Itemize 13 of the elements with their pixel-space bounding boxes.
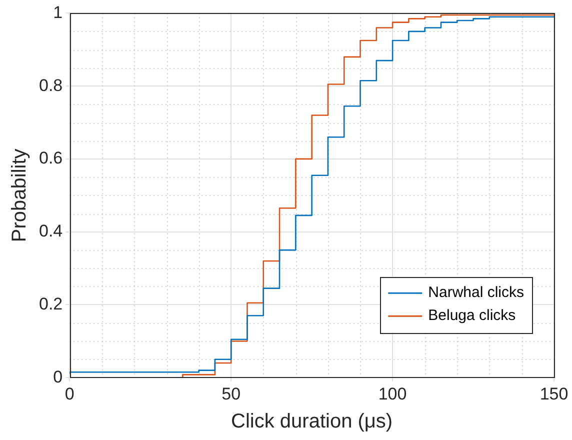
x-tick-label: 50 bbox=[222, 384, 241, 404]
y-tick-label: 0.4 bbox=[38, 222, 63, 241]
y-tick-label: 0.6 bbox=[38, 148, 63, 168]
x-axis-title: Click duration (μs) bbox=[231, 410, 393, 433]
x-tick-label: 100 bbox=[378, 384, 407, 404]
y-axis-title: Probability bbox=[8, 148, 31, 242]
legend-label: Narwhal clicks bbox=[428, 284, 524, 302]
y-tick-label: 0 bbox=[53, 367, 63, 386]
x-tick-label: 150 bbox=[540, 384, 568, 404]
legend-label: Beluga clicks bbox=[428, 307, 516, 324]
y-tick-label: 0.2 bbox=[38, 294, 63, 314]
y-tick-label: 1 bbox=[53, 2, 63, 22]
y-tick-label: 0.8 bbox=[38, 76, 63, 95]
